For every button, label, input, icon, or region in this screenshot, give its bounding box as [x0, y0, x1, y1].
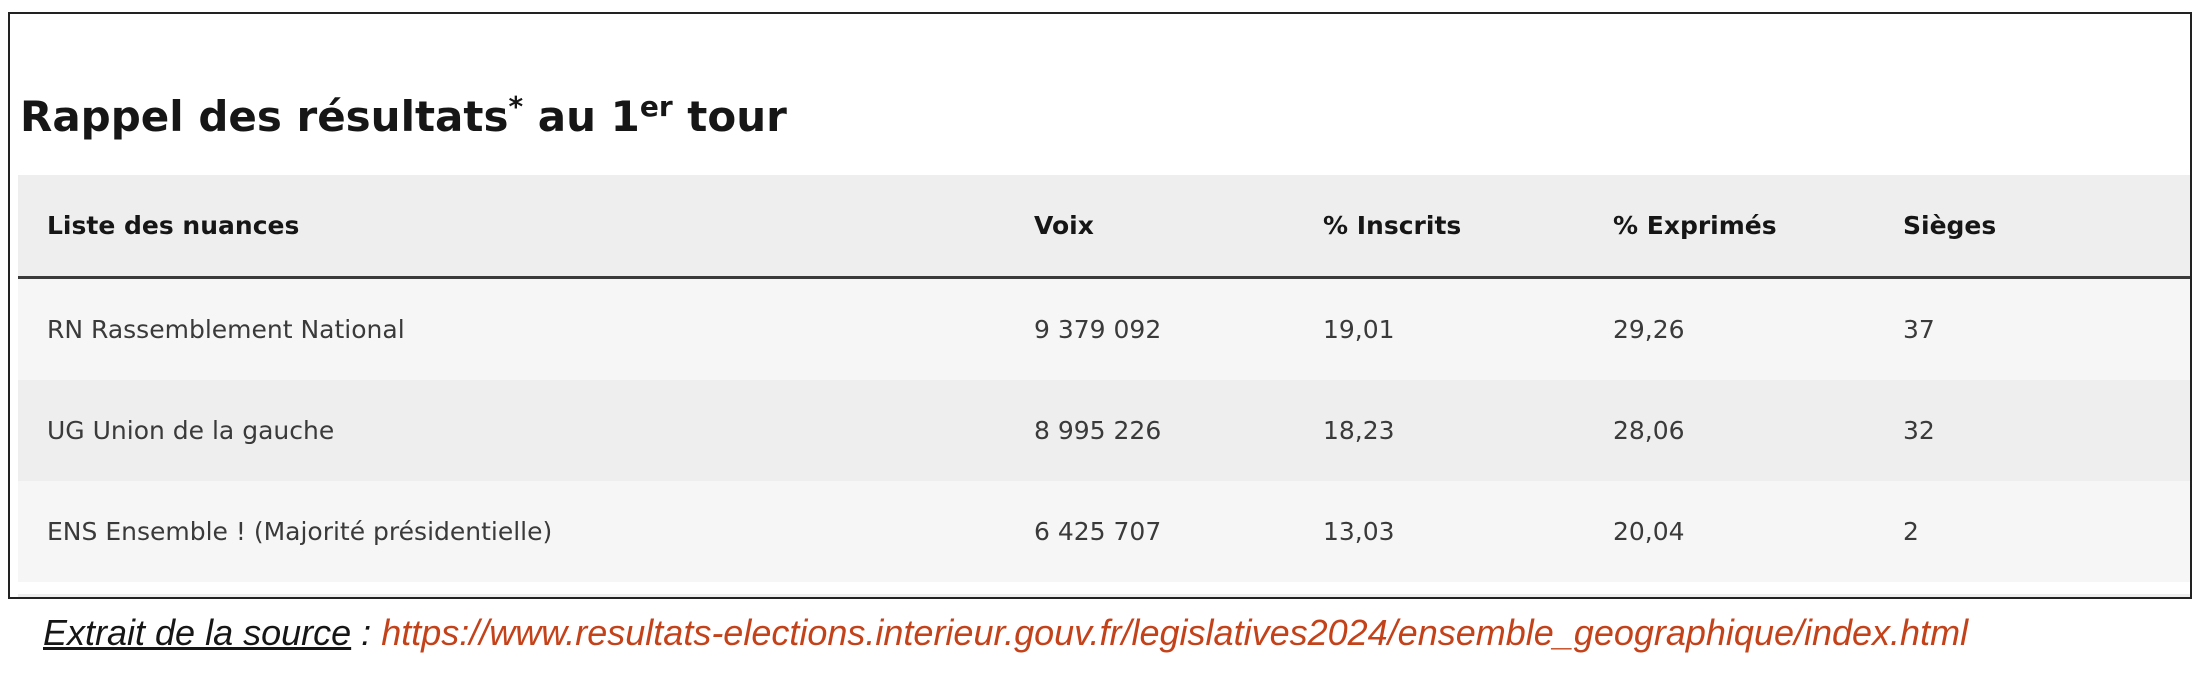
table-row: ENS Ensemble ! (Majorité présidentielle)… [18, 481, 2190, 582]
table-row: UG Union de la gauche 8 995 226 18,23 28,06… [18, 380, 2190, 481]
column-header: Voix [1034, 175, 1323, 279]
source-note: Extrait de la source : https://www.resul… [43, 612, 1968, 654]
column-header: % Exprimés [1613, 175, 1903, 279]
title-text: Rappel des résultats [20, 92, 509, 141]
table-cell: 19,01 [1323, 277, 1613, 380]
table-row: RN Rassemblement National 9 379 092 19,01 2… [18, 277, 2190, 380]
header-row: Liste des nuances Voix% Inscrits% Exprimé… [18, 175, 2190, 279]
table-cell: 20,04 [1613, 481, 1903, 582]
title-text: au 1 [537, 92, 640, 141]
table-cell: 9 379 092 [1034, 277, 1323, 380]
title-text: tour [687, 92, 787, 141]
column-header: % Inscrits [1323, 175, 1613, 279]
column-header: Liste des nuances [18, 175, 1034, 279]
title-ordinal: er [639, 90, 673, 123]
column-header: Sièges [1903, 175, 2190, 279]
table-cell: 28,06 [1613, 380, 1903, 481]
table-cell: 29,26 [1613, 277, 1903, 380]
table-cell: 37 [1903, 277, 2190, 380]
table-cell: 18,23 [1323, 380, 1613, 481]
table-row-cut [18, 594, 2190, 597]
results-table: Liste des nuances Voix% Inscrits% Exprimé… [18, 175, 2190, 582]
table-cell: ENS Ensemble ! (Majorité présidentielle) [18, 481, 1034, 582]
table-body: RN Rassemblement National 9 379 092 19,01 2… [18, 277, 2190, 582]
table-cell: UG Union de la gauche [18, 380, 1034, 481]
separator: : [361, 612, 372, 653]
source-link[interactable]: https://www.resultats-elections.interieu… [381, 612, 1969, 653]
table-cell: 32 [1903, 380, 2190, 481]
title: Rappel des résultats* au 1er tour [20, 90, 787, 141]
table-cell: RN Rassemblement National [18, 277, 1034, 380]
source-label: Extrait de la source [43, 612, 352, 653]
table-cell: 6 425 707 [1034, 481, 1323, 582]
table-cell: 13,03 [1323, 481, 1613, 582]
title-asterisk: * [508, 90, 524, 123]
table-cell: 8 995 226 [1034, 380, 1323, 481]
table-cell: 2 [1903, 481, 2190, 582]
results-panel: Rappel des résultats* au 1er tour Liste … [8, 12, 2192, 599]
